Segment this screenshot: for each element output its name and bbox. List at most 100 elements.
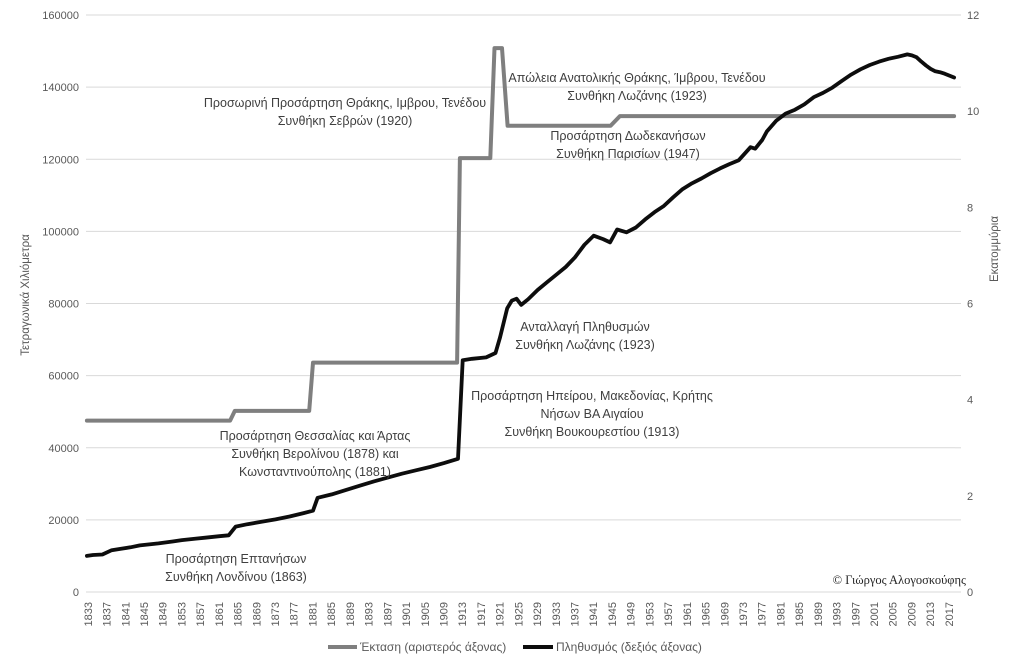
legend-item-area: Έκταση (αριστερός άξονας) [328, 640, 506, 654]
annotation: Προσάρτηση Δωδεκανήσων Συνθήκη Παρισίων (… [550, 129, 705, 161]
y-left-tick-label: 100000 [42, 226, 79, 238]
x-tick-label: 1893 [364, 602, 376, 626]
annotation-line: Απώλεια Ανατολικής Θράκης, Ίμβρου, Τενέδ… [508, 71, 765, 85]
y-right-tick-label: 12 [967, 10, 979, 22]
x-tick-label: 1865 [233, 602, 245, 626]
chart-annotations: Προσωρινή Προσάρτηση Θράκης, Ιμβρου, Τεν… [165, 71, 766, 584]
y-left-tick-label: 80000 [48, 299, 79, 311]
x-tick-label: 1857 [195, 602, 207, 626]
x-tick-label: 1921 [495, 602, 507, 626]
x-tick-label: 1861 [214, 602, 226, 626]
series-line-population [85, 52, 956, 558]
x-tick-label: 1837 [102, 602, 114, 626]
x-tick-label: 2001 [869, 602, 881, 626]
y-left-tick-label: 60000 [48, 371, 79, 383]
annotation: Ανταλλαγή Πληθυσμών Συνθήκη Λωζάνης (1923… [515, 320, 655, 352]
x-tick-label: 1913 [457, 602, 469, 626]
x-tick-label: 1889 [345, 602, 357, 626]
x-tick-label: 1961 [682, 602, 694, 626]
y-right-tick-label: 6 [967, 299, 973, 311]
x-tick-label: 1909 [439, 602, 451, 626]
x-tick-label: 1849 [158, 602, 170, 626]
y-right-tick-label: 0 [967, 587, 973, 599]
x-tick-label: 2013 [925, 602, 937, 626]
x-tick-label: 2005 [888, 602, 900, 626]
y-right-tick-label: 10 [967, 106, 979, 118]
y-left-tick-label: 160000 [42, 10, 79, 22]
x-axis-tick-labels: 1833 1837 1841 1845 1849 1853 1857 1861 1865 1869… [83, 602, 956, 626]
annotation-line: Προσάρτηση Δωδεκανήσων [550, 129, 705, 143]
annotation: Προσάρτηση Επτανήσων Συνθήκη Λονδίνου (18… [165, 552, 307, 584]
x-tick-label: 2017 [944, 602, 956, 626]
y-right-tick-label: 2 [967, 491, 973, 503]
x-tick-label: 1877 [289, 602, 301, 626]
x-tick-label: 1949 [626, 602, 638, 626]
left-axis-tick-labels: 0 20000 40000 60000 80000 100000 120000 140000 1… [42, 10, 79, 599]
annotation-line: Κωνσταντινούπολης (1881) [239, 465, 391, 479]
x-tick-label: 1989 [813, 602, 825, 626]
x-tick-label: 1953 [644, 602, 656, 626]
annotation-line: Συνθήκη Παρισίων (1947) [556, 147, 700, 161]
annotation-line: Προσάρτηση Θεσσαλίας και Άρτας [220, 429, 411, 443]
annotation-line: Προσωρινή Προσάρτηση Θράκης, Ιμβρου, Τεν… [204, 96, 486, 110]
annotation: Απώλεια Ανατολικής Θράκης, Ίμβρου, Τενέδ… [508, 71, 765, 103]
y-right-tick-label: 8 [967, 202, 973, 214]
x-tick-label: 1881 [308, 602, 320, 626]
x-tick-label: 1901 [401, 602, 413, 626]
x-tick-label: 1937 [570, 602, 582, 626]
y-left-tick-label: 120000 [42, 154, 79, 166]
x-tick-label: 1969 [719, 602, 731, 626]
x-tick-label: 1905 [420, 602, 432, 626]
x-tick-label: 1897 [382, 602, 394, 626]
right-axis-tick-labels: 0 2 4 6 8 10 12 [967, 10, 979, 599]
data-series-lines [84, 46, 957, 558]
x-tick-label: 1941 [588, 602, 600, 626]
annotation-line: Προσάρτηση Επτανήσων [166, 552, 307, 566]
x-tick-label: 1869 [251, 602, 263, 626]
legend-label-area: Έκταση (αριστερός άξονας) [359, 640, 506, 654]
annotation-line: Συνθήκη Λωζάνης (1923) [567, 89, 707, 103]
x-tick-label: 1853 [176, 602, 188, 626]
annotation-line: Συνθήκη Λωζάνης (1923) [515, 338, 655, 352]
annotation-line: Προσάρτηση Ηπείρου, Μακεδονίας, Κρήτης [471, 389, 713, 403]
x-tick-label: 1957 [663, 602, 675, 626]
annotation: Προσάρτηση Ηπείρου, Μακεδονίας, Κρήτης Νή… [471, 389, 713, 439]
y-left-tick-label: 0 [73, 587, 79, 599]
x-tick-label: 1917 [476, 602, 488, 626]
annotation-line: Ανταλλαγή Πληθυσμών [520, 320, 650, 334]
legend-label-population: Πληθυσμός (δεξιός άξονας) [556, 640, 702, 654]
annotation-line: Συνθήκη Βερολίνου (1878) και [231, 447, 399, 461]
series-line-area [84, 46, 957, 423]
y-left-tick-label: 40000 [48, 443, 79, 455]
x-tick-label: 1885 [326, 602, 338, 626]
x-tick-label: 1993 [832, 602, 844, 626]
x-tick-label: 1925 [513, 602, 525, 626]
annotation-line: Συνθήκη Σεβρών (1920) [278, 114, 413, 128]
x-tick-label: 1981 [775, 602, 787, 626]
x-tick-label: 1985 [794, 602, 806, 626]
x-tick-label: 1945 [607, 602, 619, 626]
x-tick-label: 1841 [120, 602, 132, 626]
annotation-line: Νήσων ΒΑ Αιγαίου [540, 407, 643, 421]
x-tick-label: 1965 [701, 602, 713, 626]
left-axis-title: Τετραγωνικά Χιλιόμετρα [20, 234, 32, 356]
annotation-line: Συνθήκη Βουκουρεστίου (1913) [505, 425, 680, 439]
x-tick-label: 1929 [532, 602, 544, 626]
annotation: Προσωρινή Προσάρτηση Θράκης, Ιμβρου, Τεν… [204, 96, 486, 128]
annotation: Προσάρτηση Θεσσαλίας και Άρτας Συνθήκη Βε… [220, 429, 411, 479]
x-tick-label: 1973 [738, 602, 750, 626]
x-tick-label: 2009 [906, 602, 918, 626]
x-tick-label: 1977 [757, 602, 769, 626]
right-axis-title: Εκατομμύρια [989, 216, 1001, 282]
x-tick-label: 1997 [850, 602, 862, 626]
legend: Έκταση (αριστερός άξονας) Πληθυσμός (δεξ… [328, 640, 702, 654]
annotation-line: Συνθήκη Λονδίνου (1863) [165, 570, 307, 584]
x-tick-label: 1833 [83, 602, 95, 626]
x-tick-label: 1933 [551, 602, 563, 626]
y-left-tick-label: 140000 [42, 82, 79, 94]
x-tick-label: 1845 [139, 602, 151, 626]
y-right-tick-label: 4 [967, 395, 973, 407]
legend-item-population: Πληθυσμός (δεξιός άξονας) [523, 640, 702, 654]
